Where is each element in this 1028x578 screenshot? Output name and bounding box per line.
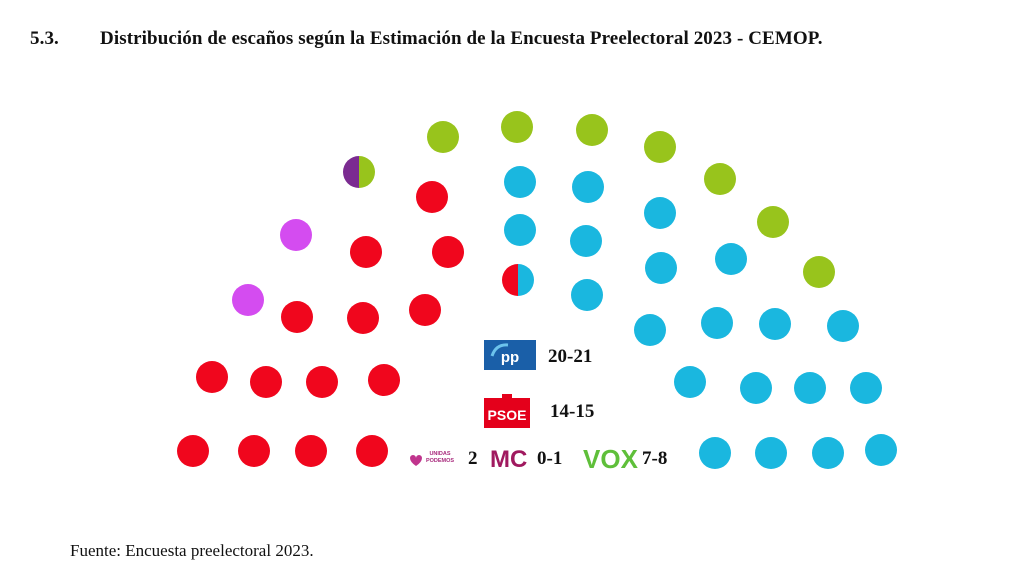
seat-vox: [427, 121, 459, 153]
seat-psoe: [306, 366, 338, 398]
seat-psoe: [250, 366, 282, 398]
seat-psoe: [347, 302, 379, 334]
chart-title: 5.3. Distribución de escaños según la Est…: [30, 28, 823, 50]
seat-pp: [850, 372, 882, 404]
seat-pp: [674, 366, 706, 398]
seat-psoe: [416, 181, 448, 213]
legend-unidas-podemos: UNIDAS PODEMOS 2: [410, 448, 478, 469]
psoe-range-label: 14-15: [550, 401, 594, 422]
legend-psoe: PSOE 14-15: [484, 394, 594, 428]
pp-range-label: 20-21: [548, 346, 592, 367]
podemos-range-label: 2: [468, 448, 478, 469]
psoe-logo-rose: [502, 394, 512, 400]
pp-logo-text: pp: [501, 349, 519, 366]
seat-pp: [701, 307, 733, 339]
seat-split-right: [518, 264, 534, 296]
seat-psoe: [356, 435, 388, 467]
seat-pp: [827, 310, 859, 342]
seat-psoe: [368, 364, 400, 396]
seat-psoe: [177, 435, 209, 467]
seat-pp: [865, 434, 897, 466]
mc-logo-text: MC: [490, 446, 527, 473]
source-note: Fuente: Encuesta preelectoral 2023.: [70, 541, 314, 560]
seat-pp: [504, 166, 536, 198]
seat-pp: [504, 214, 536, 246]
seat-pp: [812, 437, 844, 469]
seat-psoe: [295, 435, 327, 467]
seat-pp: [572, 171, 604, 203]
vox-logo-text: VOX: [583, 444, 639, 474]
seat-unidas-podemos: [280, 219, 312, 251]
seat-unidas-podemos: [232, 284, 264, 316]
seat-psoe: [281, 301, 313, 333]
seat-split-left: [343, 156, 359, 188]
seat-pp: [794, 372, 826, 404]
heart-icon: [410, 455, 422, 466]
seat-pp: [634, 314, 666, 346]
podemos-logo-text: UNIDAS: [429, 451, 450, 457]
seat-pp: [570, 225, 602, 257]
seat-pp: [644, 197, 676, 229]
seat-psoe: [196, 361, 228, 393]
seat-vox: [803, 256, 835, 288]
legend-vox: VOX 7-8: [583, 444, 667, 474]
seat-split-left: [502, 264, 518, 296]
seat-psoe: [432, 236, 464, 268]
legend-pp: pp 20-21: [484, 340, 592, 370]
legend-mc: MC 0-1: [490, 446, 562, 473]
seat-pp: [755, 437, 787, 469]
seat-pp: [699, 437, 731, 469]
title-text: Distribución de escaños según la Estimac…: [100, 28, 823, 49]
seat-psoe: [238, 435, 270, 467]
seat-pp: [645, 252, 677, 284]
seat-group: [177, 111, 897, 469]
seat-pp: [571, 279, 603, 311]
seat-vox: [757, 206, 789, 238]
seat-psoe: [409, 294, 441, 326]
seat-split-right: [359, 156, 375, 188]
mc-range-label: 0-1: [537, 448, 562, 469]
seat-vox: [644, 131, 676, 163]
vox-range-label: 7-8: [642, 448, 667, 469]
podemos-logo-text-2: PODEMOS: [426, 458, 454, 464]
seat-pp: [740, 372, 772, 404]
section-number: 5.3.: [30, 28, 59, 49]
seat-vox: [704, 163, 736, 195]
pp-logo-arc: [490, 343, 509, 357]
seat-vox: [576, 114, 608, 146]
seat-pp: [759, 308, 791, 340]
seat-pp: [715, 243, 747, 275]
seat-vox: [501, 111, 533, 143]
psoe-logo-text: PSOE: [488, 407, 527, 423]
psoe-logo: [484, 398, 530, 428]
seat-psoe: [350, 236, 382, 268]
